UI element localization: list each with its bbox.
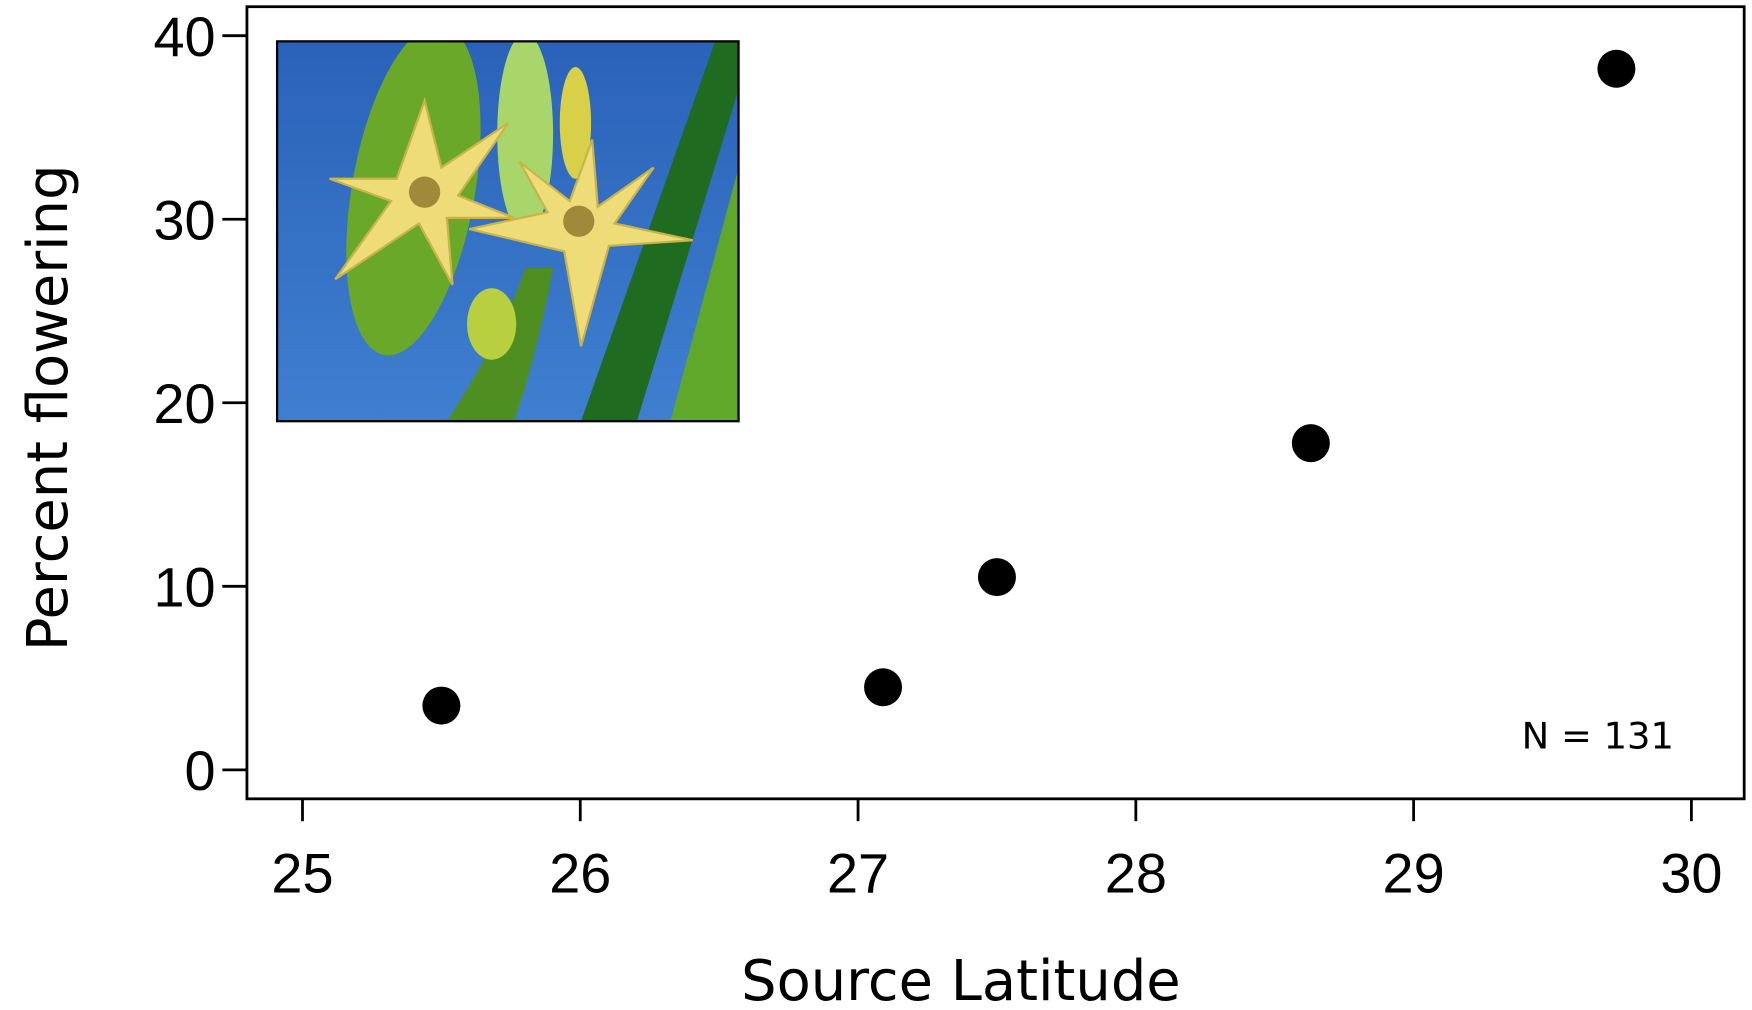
y-axis-title: Percent flowering xyxy=(16,164,81,651)
y-tick-label: 30 xyxy=(154,188,216,251)
x-tick-label: 27 xyxy=(827,842,889,905)
x-tick-label: 26 xyxy=(549,842,611,905)
point xyxy=(977,558,1016,597)
y-tick-label: 10 xyxy=(154,555,216,618)
x-tick-label: 29 xyxy=(1383,842,1445,905)
x-tick-label: 25 xyxy=(271,842,333,905)
y-tick-label: 0 xyxy=(185,739,216,802)
point xyxy=(422,686,461,725)
inset-frame xyxy=(275,40,740,423)
point xyxy=(1597,49,1636,88)
annotation: N = 131 xyxy=(1522,715,1674,758)
x-tick-label: 28 xyxy=(1105,842,1167,905)
point xyxy=(1291,424,1330,463)
point xyxy=(864,668,903,707)
y-tick-label: 40 xyxy=(154,5,216,68)
y-tick-label: 20 xyxy=(154,372,216,435)
x-axis-title: Source Latitude xyxy=(741,949,1181,1010)
x-tick-label: 30 xyxy=(1660,842,1722,905)
inset-photo xyxy=(277,41,739,422)
